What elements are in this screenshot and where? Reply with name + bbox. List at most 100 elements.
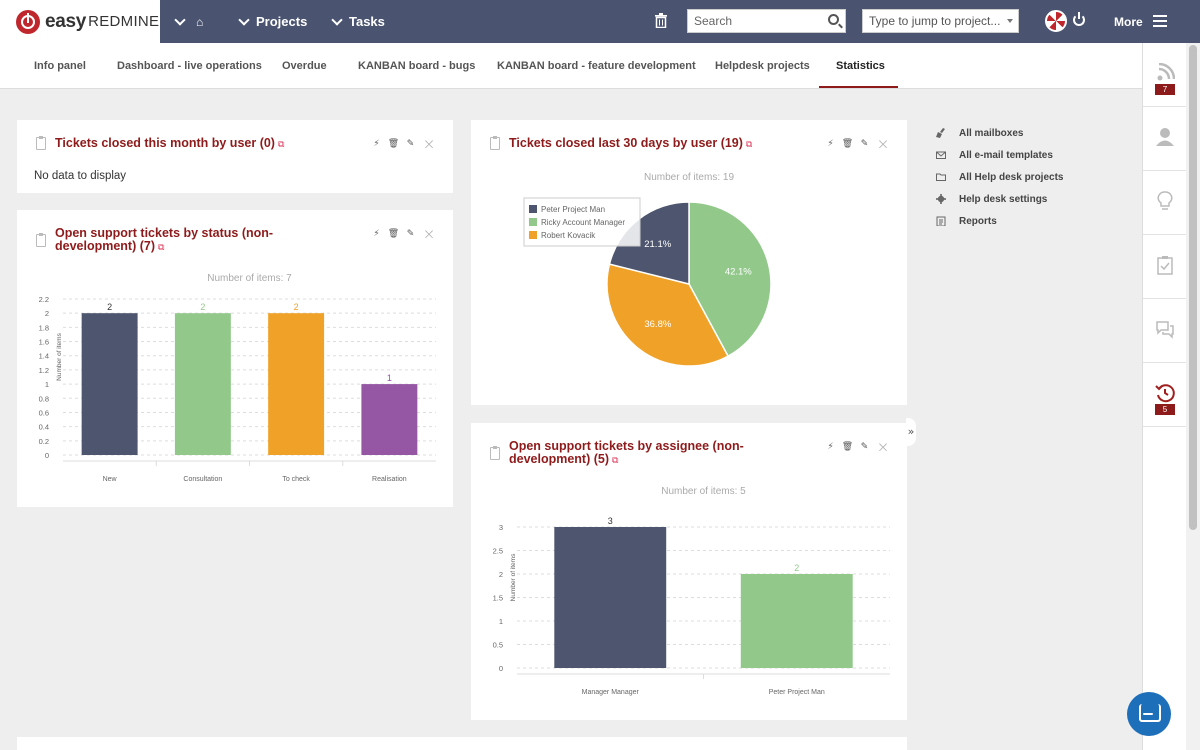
rail-item-feed[interactable]: 7 bbox=[1143, 43, 1187, 107]
edit-icon[interactable]: ✎ bbox=[406, 229, 415, 239]
sidebar-link-reports[interactable]: Reports bbox=[936, 210, 1063, 232]
flash-icon[interactable]: ⚡ bbox=[827, 139, 834, 149]
rail-item-ideas[interactable] bbox=[1143, 171, 1187, 235]
legend-swatch bbox=[529, 205, 537, 213]
tab-helpdesk-projects[interactable]: Helpdesk projects bbox=[715, 60, 810, 72]
broom-icon bbox=[936, 128, 945, 138]
external-link-icon[interactable]: ⧉ bbox=[158, 242, 165, 252]
sidebar-link-all-mailboxes[interactable]: All mailboxes bbox=[936, 122, 1063, 144]
sidebar-link-helpdesk-projects[interactable]: All Help desk projects bbox=[936, 166, 1063, 188]
close-icon[interactable]: × bbox=[876, 135, 890, 153]
nav-projects[interactable]: Projects bbox=[238, 0, 308, 43]
y-tick-label: 1.6 bbox=[39, 338, 49, 347]
tab-kanban-feature-development[interactable]: KANBAN board - feature development bbox=[497, 60, 696, 72]
bar-value-label: 2 bbox=[200, 302, 205, 312]
legend-label: Robert Kovacik bbox=[541, 231, 596, 240]
sidebar-link-helpdesk-settings[interactable]: Help desk settings bbox=[936, 188, 1063, 210]
tab-statistics[interactable]: Statistics bbox=[836, 60, 885, 72]
rail-item-checklist[interactable] bbox=[1143, 235, 1187, 299]
panel-title-text: Tickets closed this month by user (0) bbox=[55, 136, 275, 150]
panel-title-line1: Open support tickets by status (non- bbox=[55, 226, 274, 240]
legend-swatch bbox=[529, 231, 537, 239]
search-icon[interactable] bbox=[828, 14, 839, 25]
external-link-icon[interactable]: ⧉ bbox=[745, 139, 753, 149]
close-icon[interactable]: × bbox=[876, 438, 890, 456]
close-icon[interactable]: × bbox=[422, 225, 436, 243]
more-menu-label[interactable]: More bbox=[1114, 14, 1143, 29]
right-sidebar-rail: 7 5 bbox=[1142, 43, 1187, 750]
trash-icon[interactable]: 🗑 bbox=[387, 139, 400, 149]
panel-title[interactable]: Tickets closed this month by user (0) ⧉ bbox=[55, 137, 284, 151]
edit-icon[interactable]: ✎ bbox=[860, 442, 869, 452]
edit-icon[interactable]: ✎ bbox=[860, 139, 869, 149]
sidebar-link-email-templates[interactable]: All e-mail templates bbox=[936, 144, 1063, 166]
y-tick-label: 0.8 bbox=[39, 394, 49, 403]
y-tick-label: 0.5 bbox=[493, 641, 503, 650]
y-tick-label: 0.4 bbox=[39, 423, 49, 432]
no-data-message: No data to display bbox=[34, 170, 127, 182]
logo-mark-icon bbox=[16, 9, 40, 34]
feed-count-badge: 7 bbox=[1155, 84, 1175, 95]
helpdesk-sidebar-links: All mailboxes All e-mail templates All H… bbox=[936, 122, 1063, 232]
y-tick-label: 1 bbox=[45, 380, 49, 389]
external-link-icon[interactable]: ⧉ bbox=[612, 455, 619, 465]
scrollbar-thumb[interactable] bbox=[1189, 45, 1197, 530]
nav-tasks[interactable]: Tasks bbox=[331, 0, 385, 43]
nav-home[interactable]: ⌂ bbox=[174, 0, 203, 43]
trash-icon[interactable]: 🗑 bbox=[387, 229, 400, 239]
sidebar-collapse-handle[interactable]: » bbox=[906, 418, 916, 446]
external-link-icon[interactable]: ⧉ bbox=[277, 139, 285, 149]
lightbulb-icon bbox=[1157, 191, 1173, 210]
y-axis-label: Number of items bbox=[510, 553, 517, 601]
trash-icon[interactable] bbox=[655, 13, 667, 28]
bar bbox=[81, 313, 138, 455]
nav-projects-label: Projects bbox=[256, 14, 308, 29]
tab-kanban-bugs[interactable]: KANBAN board - bugs bbox=[358, 60, 476, 72]
bar bbox=[740, 574, 853, 668]
y-tick-label: 3 bbox=[499, 523, 503, 532]
flash-icon[interactable]: ⚡ bbox=[373, 229, 380, 239]
power-icon[interactable] bbox=[1073, 12, 1085, 26]
panel-title[interactable]: Open support tickets by assignee (non- d… bbox=[509, 440, 744, 467]
panel-title[interactable]: Open support tickets by status (non- dev… bbox=[55, 227, 273, 254]
y-tick-label: 0 bbox=[45, 451, 49, 460]
rail-item-timer[interactable]: 5 bbox=[1143, 363, 1187, 427]
pie-value-label: 42.1% bbox=[725, 267, 752, 278]
rail-item-user[interactable] bbox=[1143, 107, 1187, 171]
chat-icon bbox=[1156, 321, 1174, 339]
folder-icon bbox=[936, 173, 946, 181]
assignee-bar-chart: Number of items: 5 0 0.5 1 1.5 2 2.5 3 Number of… bbox=[493, 486, 890, 696]
chat-support-button[interactable] bbox=[1127, 692, 1171, 736]
hamburger-icon[interactable] bbox=[1153, 15, 1167, 27]
y-tick-label: 0 bbox=[499, 664, 503, 673]
app-logo[interactable]: easy REDMINE bbox=[0, 0, 160, 43]
search-input[interactable]: Search bbox=[687, 9, 846, 33]
close-icon[interactable]: × bbox=[422, 135, 436, 153]
edit-icon[interactable]: ✎ bbox=[406, 139, 415, 149]
tab-info-panel[interactable]: Info panel bbox=[34, 60, 86, 72]
rss-icon bbox=[1157, 63, 1175, 81]
pie-value-label: 36.8% bbox=[644, 319, 671, 330]
panel-title[interactable]: Tickets closed last 30 days by user (19)… bbox=[509, 137, 752, 151]
chevron-down-icon bbox=[238, 13, 250, 26]
y-tick-label: 1 bbox=[499, 617, 503, 626]
timer-icon bbox=[1155, 384, 1175, 403]
tab-overdue[interactable]: Overdue bbox=[282, 60, 327, 72]
sidebar-link-label: All e-mail templates bbox=[959, 149, 1053, 161]
jump-to-project-select[interactable]: Type to jump to project... bbox=[862, 9, 1019, 33]
page-scrollbar[interactable] bbox=[1186, 43, 1200, 750]
items-count-label: Number of items: 7 bbox=[207, 273, 292, 284]
bar-value-label: 2 bbox=[107, 302, 112, 312]
trash-icon[interactable]: 🗑 bbox=[841, 139, 854, 149]
rail-item-chat[interactable] bbox=[1143, 299, 1187, 363]
logo-text-easy: easy bbox=[45, 10, 87, 32]
flash-icon[interactable]: ⚡ bbox=[827, 442, 834, 452]
sidebar-link-label: Reports bbox=[959, 215, 997, 227]
closed-by-user-pie-chart: Number of items: 1942.1%36.8%21.1%Peter … bbox=[523, 172, 772, 367]
trash-icon[interactable]: 🗑 bbox=[841, 442, 854, 452]
flash-icon[interactable]: ⚡ bbox=[373, 139, 380, 149]
lifebuoy-icon[interactable] bbox=[1045, 10, 1067, 32]
y-tick-label: 1.2 bbox=[39, 366, 49, 375]
tab-dashboard-live-operations[interactable]: Dashboard - live operations bbox=[117, 60, 262, 72]
bar-value-label: 3 bbox=[608, 516, 613, 526]
